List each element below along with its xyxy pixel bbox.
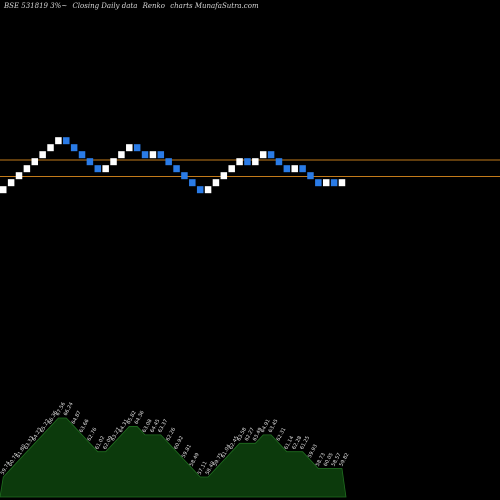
brick-value-label: 62.31 bbox=[275, 427, 287, 442]
renko-brick-down bbox=[299, 165, 306, 173]
brick-value-label: 62.26 bbox=[165, 427, 177, 442]
renko-brick-up bbox=[126, 144, 133, 152]
renko-brick-down bbox=[330, 179, 338, 187]
renko-brick-down bbox=[307, 172, 314, 180]
volume-area bbox=[0, 417, 347, 498]
renko-brick-down bbox=[94, 165, 102, 173]
brick-value-label: 62.76 bbox=[86, 427, 98, 442]
renko-brick-down bbox=[196, 186, 204, 194]
chart-header: BSE 531819 3%~ Closing Daily data Renko … bbox=[4, 2, 262, 10]
renko-brick-up bbox=[102, 165, 109, 173]
renko-brick-up bbox=[110, 158, 117, 166]
renko-brick-down bbox=[141, 151, 149, 159]
brick-value-label: 58.49 bbox=[189, 452, 201, 467]
brick-value-label: 59.74 bbox=[0, 460, 12, 475]
renko-brick-up bbox=[228, 165, 235, 173]
renko-brick-up bbox=[220, 172, 228, 180]
renko-brick-down bbox=[181, 172, 188, 180]
brick-value-label: 60.92 bbox=[173, 435, 185, 450]
renko-brick-down bbox=[78, 151, 86, 159]
brick-value-label: 63.66 bbox=[78, 418, 90, 433]
renko-brick-down bbox=[267, 151, 275, 159]
renko-brick-up bbox=[23, 165, 31, 173]
renko-brick-up bbox=[31, 158, 39, 166]
renko-brick-up bbox=[291, 165, 298, 173]
renko-brick-up bbox=[338, 179, 346, 187]
renko-brick-up bbox=[259, 151, 267, 159]
volume-area-path bbox=[0, 417, 347, 498]
brick-value-label: 64.87 bbox=[71, 410, 83, 425]
renko-brick-down bbox=[133, 144, 141, 152]
renko-brick-up bbox=[252, 158, 259, 166]
renko-brick-down bbox=[315, 179, 322, 187]
renko-brick-up bbox=[7, 179, 15, 187]
renko-brick-down bbox=[165, 158, 172, 166]
renko-brick-up bbox=[322, 179, 330, 187]
chart-site: charts MunafaSutra.com bbox=[170, 2, 259, 10]
renko-brick-up bbox=[0, 186, 7, 194]
renko-brick-up bbox=[236, 158, 243, 166]
renko-brick-down bbox=[189, 179, 196, 187]
chart-symbol: BSE 531819 3%~ bbox=[4, 2, 68, 10]
renko-brick-down bbox=[173, 165, 180, 173]
renko-brick-down bbox=[283, 165, 291, 173]
renko-brick-down bbox=[244, 158, 251, 166]
brick-value-label: 59.81 bbox=[181, 444, 193, 459]
renko-brick-up bbox=[47, 144, 54, 152]
renko-brick-up bbox=[39, 151, 46, 159]
renko-brick-up bbox=[118, 151, 125, 159]
renko-brick-up bbox=[55, 137, 62, 145]
renko-brick-up bbox=[212, 179, 220, 187]
renko-brick-down bbox=[157, 151, 165, 159]
renko-brick-up bbox=[204, 186, 212, 194]
renko-brick-down bbox=[86, 158, 94, 166]
renko-brick-down bbox=[70, 144, 78, 152]
chart-title: Closing Daily data bbox=[72, 2, 138, 10]
renko-bricks bbox=[0, 137, 346, 194]
renko-brick-down bbox=[63, 137, 70, 145]
renko-brick-down bbox=[275, 158, 283, 166]
brick-value-label: 59.93 bbox=[307, 444, 319, 459]
renko-brick-up bbox=[15, 172, 23, 180]
chart-type: Renko bbox=[142, 2, 166, 10]
renko-brick-up bbox=[149, 151, 157, 159]
